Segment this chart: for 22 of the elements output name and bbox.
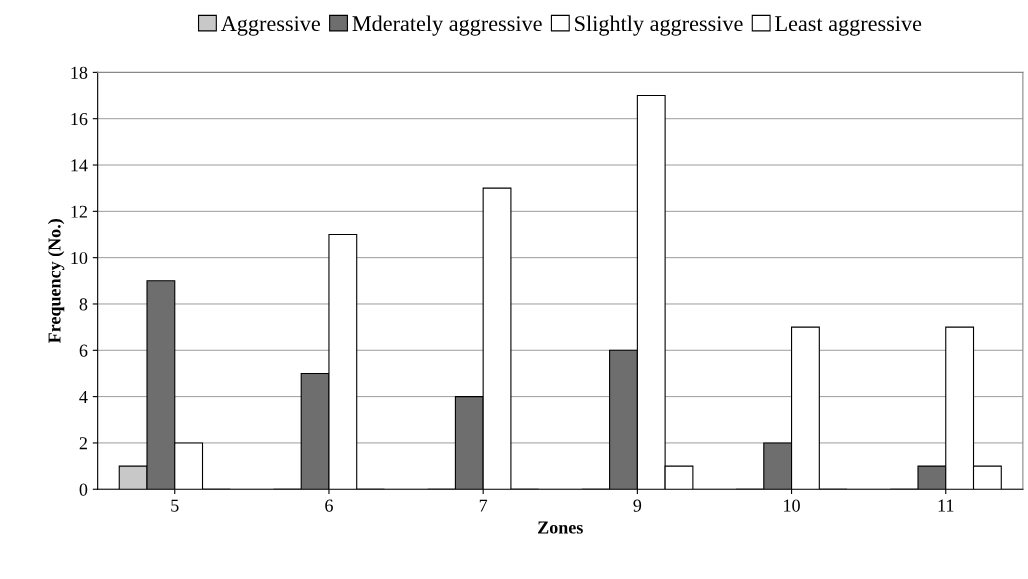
legend-label: Slightly aggressive [575, 15, 743, 36]
x-tick-label: 7 [479, 499, 488, 512]
x-tick-label: 11 [938, 499, 954, 512]
y-tick-label: 16 [71, 113, 88, 126]
y-tick-label: 0 [79, 483, 88, 496]
y-tick-label: 6 [79, 344, 88, 357]
y-tick-label: 2 [79, 437, 87, 450]
x-tick-label: 5 [171, 499, 179, 512]
y-tick-label: 18 [71, 66, 88, 79]
x-tick-label: 6 [325, 499, 333, 512]
y-tick-label: 4 [79, 390, 88, 403]
legend-label: Mderately aggressive [352, 15, 542, 36]
x-axis-title: Zones [538, 521, 583, 534]
legend-label: Aggressive [220, 16, 320, 36]
y-tick-label: 10 [71, 251, 88, 265]
x-tick-label: 9 [633, 499, 642, 512]
y-axis-title: Frequency (No.) [47, 219, 65, 344]
legend-label: Least aggressive [775, 16, 922, 36]
y-tick-label: 14 [71, 159, 88, 172]
x-tick-label: 10 [784, 499, 800, 512]
y-tick-label: 8 [79, 298, 88, 311]
y-tick-label: 12 [71, 205, 87, 218]
